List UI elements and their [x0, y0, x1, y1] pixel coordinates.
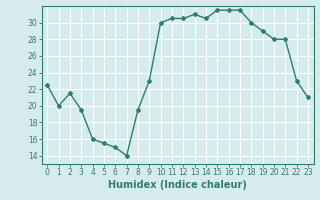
X-axis label: Humidex (Indice chaleur): Humidex (Indice chaleur): [108, 180, 247, 190]
